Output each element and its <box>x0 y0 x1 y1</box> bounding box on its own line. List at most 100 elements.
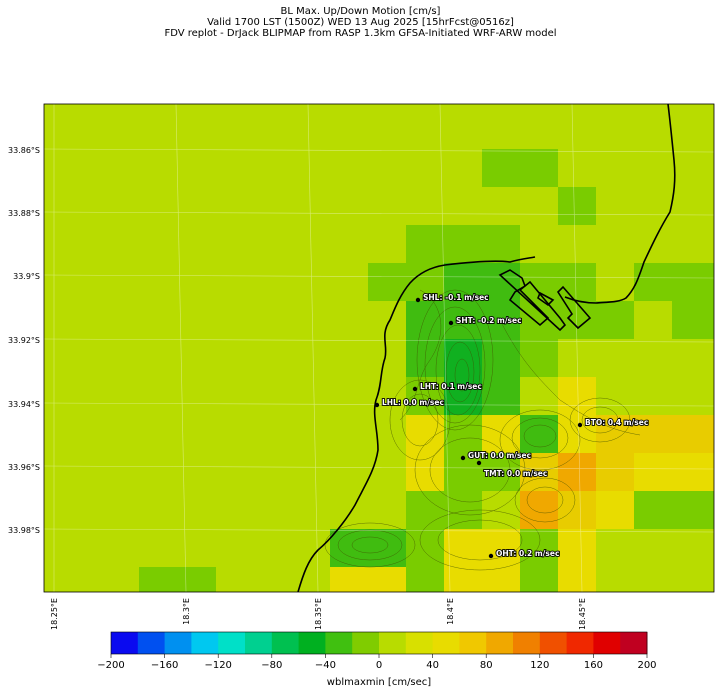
site-label-shl: SHL: -0.1 m/sec <box>423 293 489 302</box>
field-cell <box>634 263 714 301</box>
contour-line <box>499 319 641 436</box>
colorbar-swatch <box>432 632 460 654</box>
colorbar-tick-label: 120 <box>530 660 549 671</box>
field-cell <box>444 415 482 453</box>
site-marker-lht <box>412 386 418 392</box>
lon-axis-labels: 18.25°E 18.3°E 18.35°E 18.4°E 18.45°E <box>50 598 587 630</box>
graticule-line <box>44 465 714 470</box>
field-cell <box>482 301 520 339</box>
lon-label: 18.4°E <box>446 598 455 625</box>
lat-axis-labels: 33.86°S 33.88°S 33.9°S 33.92°S 33.94°S 3… <box>8 146 40 535</box>
contour-line <box>523 424 557 448</box>
contour-line <box>499 409 581 471</box>
colorbar-swatch <box>111 632 139 654</box>
field-cell <box>406 567 444 592</box>
coastline-pier <box>556 285 592 330</box>
contour-line <box>419 509 541 571</box>
field-cell <box>558 529 596 567</box>
colorbar-swatches <box>111 632 648 654</box>
site-marker-shl <box>415 297 421 303</box>
coastline <box>297 104 676 592</box>
field-cell <box>634 453 714 491</box>
colorbar-swatch <box>191 632 219 654</box>
site-marker-bto <box>577 422 583 428</box>
field-cell <box>558 567 596 592</box>
colorbar-tick-label: 40 <box>426 660 439 671</box>
colorbar-swatch <box>405 632 434 654</box>
field-cell <box>520 263 596 301</box>
field-cell <box>444 301 482 339</box>
field-cell <box>330 567 368 592</box>
colorbar-swatch <box>486 632 514 654</box>
graticule-line <box>44 528 714 533</box>
contour-line <box>569 397 631 443</box>
field-cell <box>444 529 482 567</box>
coastline-west-cape <box>297 256 536 592</box>
contour-line <box>337 529 403 561</box>
colorbar-tick-label: −160 <box>151 660 178 671</box>
contour-line <box>324 522 416 568</box>
colorbar-tick-label: −200 <box>97 660 124 671</box>
field-cell <box>406 377 444 415</box>
graticule-line <box>439 104 451 592</box>
field-cell <box>482 453 520 491</box>
colorbar-swatch <box>539 632 568 654</box>
contour-line <box>526 486 564 514</box>
site-label-sht: SHT: -0.2 m/sec <box>456 316 522 325</box>
field-cell <box>520 301 558 339</box>
site-marker-oht <box>488 553 494 559</box>
field-cell <box>558 491 596 529</box>
colorbar-swatch <box>593 632 621 654</box>
site-marker-gut <box>460 455 466 461</box>
field-cell <box>520 415 558 453</box>
colorbar-label: wblmaxmin [cm/sec] <box>327 677 431 688</box>
colorbar-swatch <box>298 632 326 654</box>
contour-line <box>581 406 619 434</box>
graticule-line <box>44 274 714 279</box>
coastline-harbour <box>498 269 567 332</box>
site-marker-lhl <box>374 402 380 408</box>
site-label-oht: OHT: 0.2 m/sec <box>496 549 559 558</box>
contour-line <box>429 437 511 503</box>
map-title-line-1: BL Max. Up/Down Motion [cm/s] <box>280 6 441 17</box>
terrain-contours <box>324 289 641 571</box>
colorbar-swatch <box>352 632 380 654</box>
site-label-lhl: LHL: 0.0 m/sec <box>382 398 444 407</box>
colorbar-tick-label: −80 <box>261 660 282 671</box>
site-label-gut: GUT: 0.0 m/sec <box>468 451 531 460</box>
field-cell <box>482 339 520 377</box>
colorbar-tick-label: 0 <box>376 660 382 671</box>
lat-label: 33.96°S <box>8 463 40 472</box>
coastline-breakwater <box>537 291 555 307</box>
graticule-line <box>44 211 714 216</box>
graticule-line <box>307 104 319 592</box>
field-cell <box>520 491 558 529</box>
field-cell <box>672 301 714 339</box>
coastline-east <box>564 104 676 304</box>
field-cell <box>520 339 558 377</box>
contour-line <box>445 341 475 403</box>
field-cell <box>330 529 406 567</box>
graticule-line <box>571 104 583 592</box>
contour-line <box>424 306 486 424</box>
colorbar-tick-label: 160 <box>584 660 603 671</box>
field-cell <box>406 301 444 339</box>
field-cell <box>368 567 406 592</box>
lat-label: 33.98°S <box>8 526 40 535</box>
field-cell <box>444 339 482 377</box>
field-cell <box>406 225 520 263</box>
colorbar-tick-label: −120 <box>204 660 231 671</box>
graticule-line <box>175 104 187 592</box>
colorbar: −200 −160 −120 −80 −40 0 40 80 120 160 200 wblmaxm… <box>97 631 657 688</box>
field-cell <box>634 491 714 529</box>
site-label-bto: BTO: 0.4 m/sec <box>585 418 648 427</box>
lat-label: 33.86°S <box>8 146 40 155</box>
colorbar-swatch <box>459 632 487 654</box>
field-cell <box>520 453 558 491</box>
graticule-line <box>44 338 714 343</box>
field-cell <box>444 567 482 592</box>
colorbar-swatch <box>379 632 407 654</box>
site-marker-tmt <box>476 460 482 466</box>
colorbar-swatch <box>164 632 192 654</box>
